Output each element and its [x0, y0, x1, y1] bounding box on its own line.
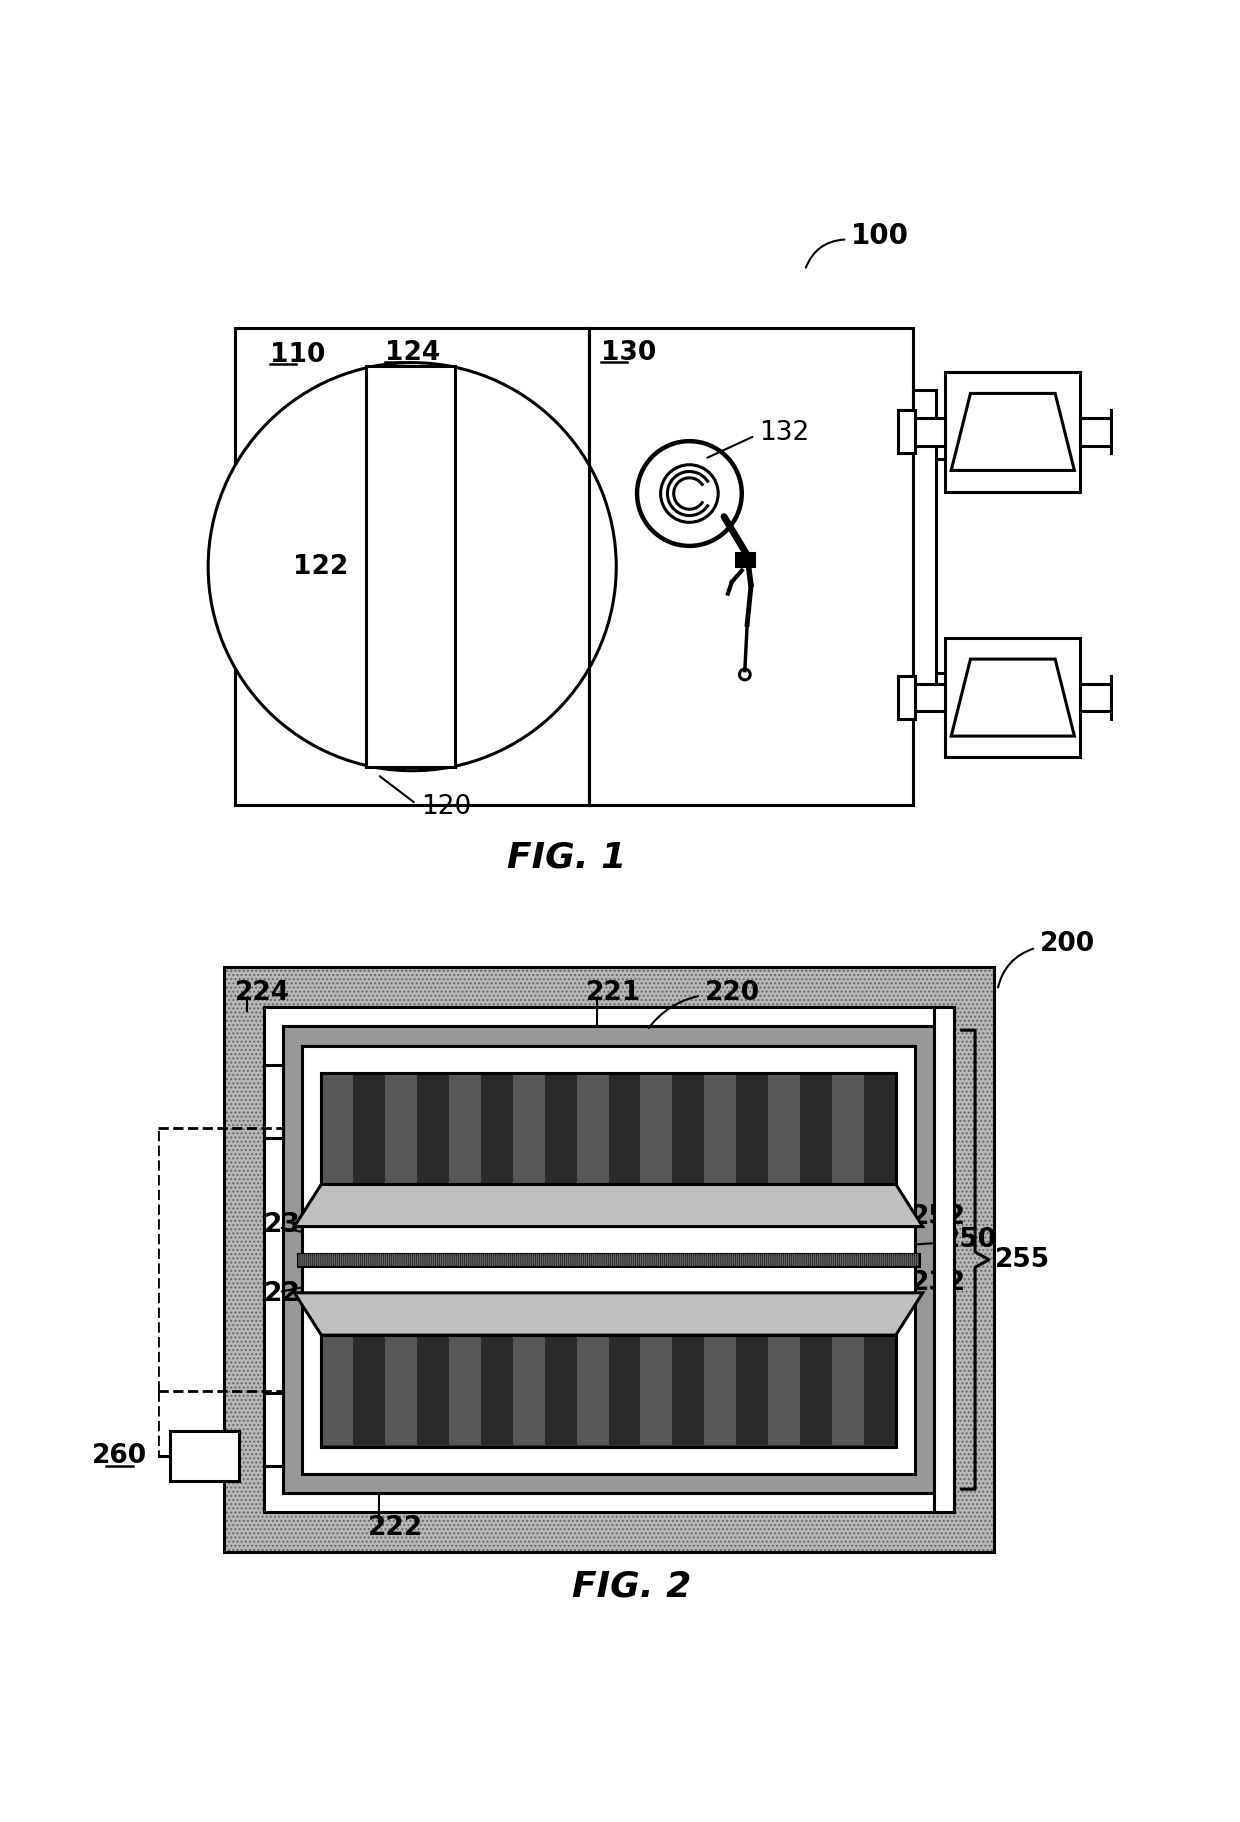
Text: 280: 280 — [177, 1443, 232, 1469]
Bar — [915, 417, 945, 446]
Text: 200: 200 — [1040, 931, 1095, 957]
Text: 220: 220 — [704, 980, 760, 1006]
Text: 231: 231 — [264, 1212, 319, 1237]
Bar — [321, 1336, 895, 1447]
Bar — [236, 328, 589, 805]
Text: 260: 260 — [92, 1443, 148, 1469]
Bar — [768, 1075, 800, 1182]
Bar — [303, 1046, 915, 1474]
Text: 224: 224 — [236, 980, 290, 1006]
Bar — [898, 676, 915, 720]
Bar — [641, 1337, 672, 1445]
Bar — [915, 683, 945, 711]
Bar — [321, 1073, 895, 1184]
Bar — [832, 1337, 864, 1445]
Bar — [417, 1075, 449, 1182]
Bar — [366, 366, 455, 767]
Text: 132: 132 — [759, 421, 808, 446]
Text: 255: 255 — [994, 1246, 1050, 1274]
Bar — [1111, 676, 1128, 720]
Bar — [735, 552, 755, 567]
Bar — [321, 1075, 353, 1182]
Text: FIG. 2: FIG. 2 — [572, 1571, 691, 1603]
Bar — [704, 1337, 737, 1445]
Bar — [353, 1337, 386, 1445]
Bar — [513, 1075, 544, 1182]
Bar — [577, 1075, 609, 1182]
Bar — [800, 1075, 832, 1182]
Bar — [264, 1008, 954, 1512]
Bar — [513, 1337, 544, 1445]
Bar — [737, 1075, 768, 1182]
Bar — [609, 1075, 641, 1182]
Text: 124: 124 — [386, 339, 440, 366]
Text: 221: 221 — [585, 980, 641, 1006]
Text: 252: 252 — [911, 1204, 966, 1230]
Bar — [353, 1075, 386, 1182]
Text: 120: 120 — [422, 794, 471, 820]
Bar — [170, 1432, 239, 1481]
Text: 122: 122 — [293, 554, 348, 579]
Bar — [1080, 683, 1111, 711]
Bar — [768, 1337, 800, 1445]
Bar — [264, 1392, 283, 1467]
Bar — [898, 410, 915, 454]
Polygon shape — [294, 1294, 923, 1336]
Bar — [704, 1075, 737, 1182]
Text: 110: 110 — [270, 343, 325, 368]
Text: 134: 134 — [986, 412, 1040, 437]
Bar — [321, 1073, 895, 1184]
Bar — [223, 967, 993, 1552]
Bar — [264, 1064, 283, 1139]
Bar — [589, 328, 913, 805]
Polygon shape — [951, 394, 1074, 470]
Bar — [386, 1075, 417, 1182]
Bar — [672, 1337, 704, 1445]
Bar — [945, 638, 1080, 758]
Bar — [1111, 410, 1128, 454]
Bar — [449, 1337, 481, 1445]
Text: 100: 100 — [851, 222, 909, 250]
Bar — [481, 1337, 513, 1445]
Bar — [544, 1337, 577, 1445]
Bar — [417, 1337, 449, 1445]
Bar — [737, 1337, 768, 1445]
Bar — [283, 1026, 934, 1492]
Bar — [299, 1254, 919, 1266]
Bar — [223, 967, 993, 1552]
Text: 222: 222 — [367, 1514, 423, 1541]
Text: 232: 232 — [911, 1270, 966, 1295]
Bar — [386, 1337, 417, 1445]
Bar — [945, 372, 1080, 492]
Bar — [913, 390, 936, 698]
Bar — [577, 1337, 609, 1445]
Text: 225: 225 — [264, 1281, 319, 1308]
Bar — [1080, 417, 1111, 446]
Bar — [864, 1337, 895, 1445]
Text: 130: 130 — [601, 339, 656, 366]
Text: 134: 134 — [986, 678, 1040, 703]
Bar — [481, 1075, 513, 1182]
Bar — [832, 1075, 864, 1182]
Bar — [641, 1075, 672, 1182]
Bar — [321, 1337, 353, 1445]
Circle shape — [208, 363, 616, 771]
Bar — [864, 1075, 895, 1182]
Bar — [672, 1075, 704, 1182]
Bar — [609, 1337, 641, 1445]
Polygon shape — [951, 660, 1074, 736]
Text: 250: 250 — [942, 1228, 997, 1254]
Bar — [800, 1337, 832, 1445]
Text: FIG. 1: FIG. 1 — [507, 840, 626, 875]
Bar — [299, 1254, 919, 1266]
Bar — [449, 1075, 481, 1182]
Bar — [934, 1008, 954, 1512]
Bar — [86, 1432, 154, 1481]
Bar — [321, 1336, 895, 1447]
Polygon shape — [294, 1184, 923, 1226]
Bar — [544, 1075, 577, 1182]
